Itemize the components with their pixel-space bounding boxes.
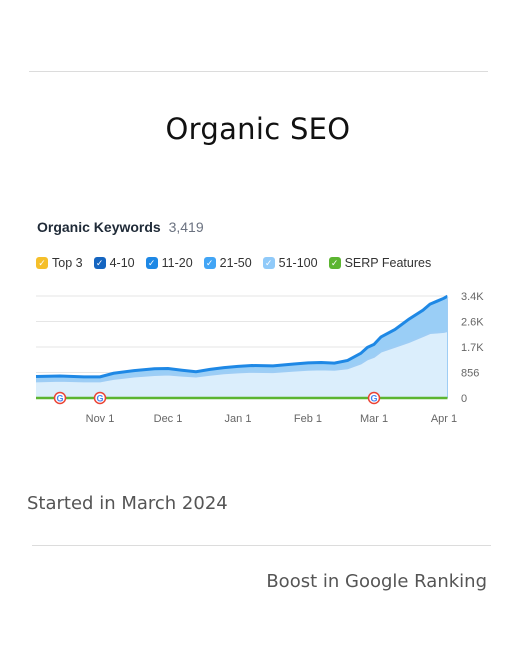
y-tick-label: 0 [461,393,467,405]
google-g-icon: G [96,394,103,404]
y-tick-label: 856 [461,368,479,380]
legend-label: Top 3 [52,256,83,270]
x-tick-label: Jan 1 [225,413,252,425]
legend-label: 11-20 [161,256,193,270]
keywords-count: 3,419 [168,219,204,235]
page-title: Organic SEO [165,112,351,146]
legend-label: 51-100 [278,256,318,270]
y-tick-label: 2.6K [461,317,484,329]
legend-item-11-20[interactable]: ✓ 11-20 [145,256,193,270]
x-tick-label: Nov 1 [86,413,115,425]
legend-label: SERP Features [344,256,432,270]
series-line-organic-keywords [35,294,449,379]
checkbox-icon: ✓ [36,257,48,269]
x-tick-label: Feb 1 [294,413,322,425]
keywords-chart: 0 856 1.7K 2.6K 3.4K Nov 1 Dec 1 Jan 1 Feb 1 Mar … [35,291,484,425]
google-g-icon: G [56,394,63,404]
google-marker-icon [367,391,381,405]
google-g-icon: G [370,394,377,404]
middle-divider [32,545,491,546]
chart-legend: ✓ Top 3 ✓ 4-10 ✓ 11-20 ✓ 21-50 ✓ 51-100 … [36,256,431,270]
x-tick-label: Mar 1 [360,413,388,425]
legend-item-serp-features[interactable]: ✓ SERP Features [328,256,432,270]
started-date-text: Started in March 2024 [27,493,228,514]
legend-label: 21-50 [219,256,252,270]
checkbox-icon: ✓ [93,257,106,269]
legend-item-51-100[interactable]: ✓ 51-100 [262,256,318,270]
organic-keywords-header: Organic Keywords 3,419 [37,219,204,235]
x-tick-label: Apr 1 [431,413,457,425]
y-tick-label: 1.7K [461,342,484,354]
legend-label: 4-10 [109,256,135,270]
y-tick-label: 3.4K [461,291,484,303]
checkbox-icon: ✓ [203,257,216,269]
checkbox-icon: ✓ [145,257,158,269]
series-line-51-100 [35,330,448,383]
boost-ranking-text: Boost in Google Ranking [266,571,487,592]
legend-item-top3[interactable]: ✓ Top 3 [36,256,83,270]
checkbox-icon: ✓ [262,257,275,269]
keywords-label: Organic Keywords [37,219,161,235]
google-marker-icon [53,391,67,405]
google-marker-icon [93,391,107,405]
legend-item-21-50[interactable]: ✓ 21-50 [203,256,252,270]
x-tick-label: Dec 1 [154,413,183,425]
top-divider [29,71,488,72]
checkbox-icon: ✓ [328,257,341,269]
legend-item-4-10[interactable]: ✓ 4-10 [93,256,135,270]
